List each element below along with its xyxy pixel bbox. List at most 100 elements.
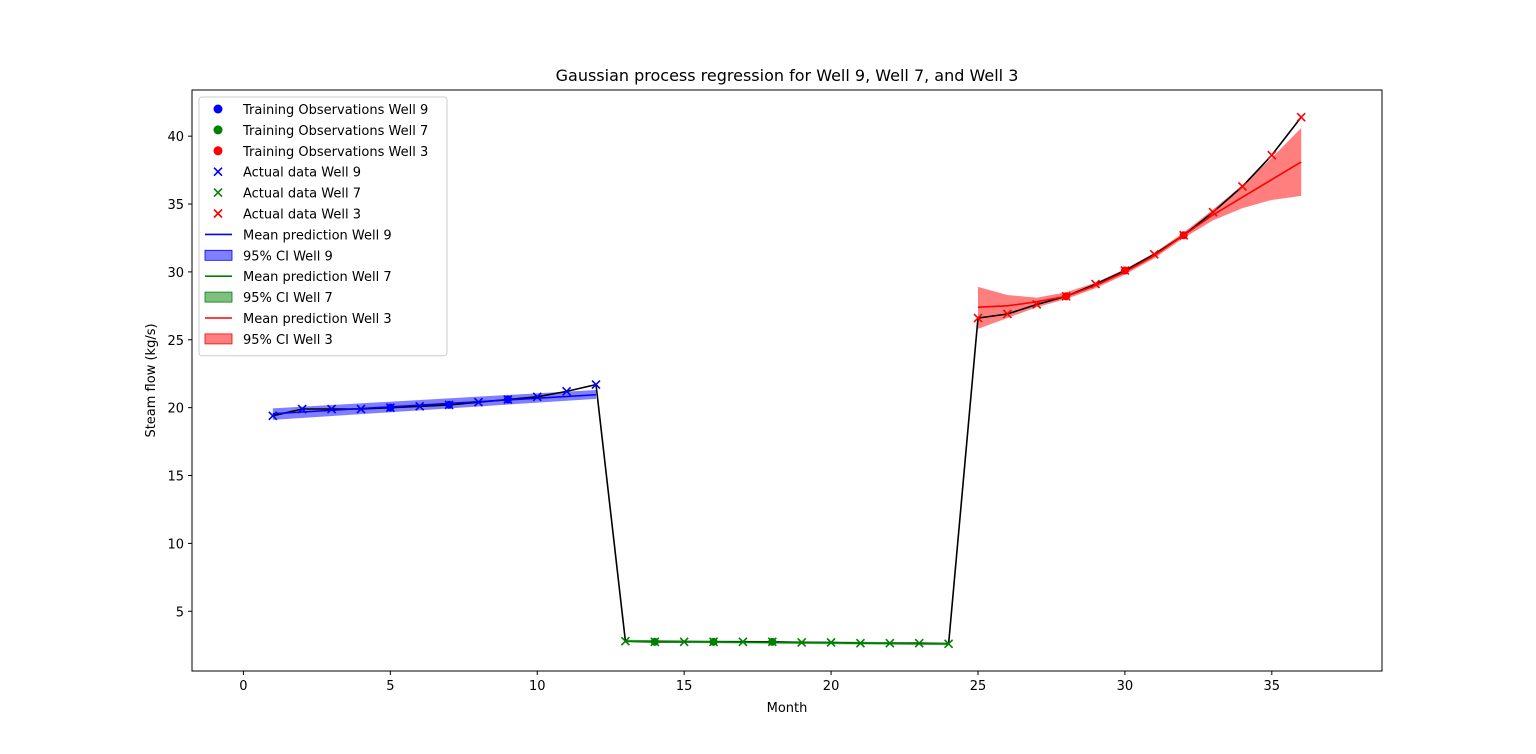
actual-point-well-3 [1179,230,1189,240]
legend-marker-patch [204,249,233,261]
actual-point-well-3 [1149,249,1159,259]
mean-line-well-7 [625,640,949,645]
legend-label: Training Observations Well 9 [242,103,428,118]
actual-point-well-7 [885,638,895,648]
x-marker-stroke [1267,150,1277,160]
x-marker-stroke [708,637,719,647]
x-marker-stroke [297,404,307,414]
x-tick-label: 35 [1264,679,1281,694]
legend-marker-x [213,208,223,219]
x-marker-stroke [1237,181,1247,191]
legend-marker-patch [204,291,233,303]
x-marker-stroke [385,403,395,413]
x-axis-label: Month [767,701,808,716]
x-marker-stroke [1061,291,1071,301]
legend: Training Observations Well 9 Training Obs… [198,96,448,357]
x-marker-stroke [1179,230,1189,240]
x-marker-stroke [213,208,223,219]
plot-frame [191,89,1383,672]
y-tick-label: 5 [176,605,184,620]
x-marker-stroke [213,167,223,177]
legend-label: Training Observations Well 3 [242,145,428,160]
actual-point-well-9 [591,380,601,390]
x-marker-stroke [767,637,777,647]
legend-label: Mean prediction Well 7 [243,270,392,285]
ci-band-well-3 [977,128,1302,329]
chart-title: Gaussian process regression for Well 9, … [556,66,1019,85]
actual-point-well-3 [1032,299,1042,310]
x-marker-stroke [826,637,836,648]
legend-marker-x [213,167,223,177]
actual-point-well-9 [415,401,425,411]
actual-point-well-7 [797,637,807,648]
x-marker-stroke [591,380,601,390]
legend-marker-dot [213,104,223,114]
actual-point-well-9 [385,403,395,413]
legend-marker-patch [204,333,233,345]
actual-point-well-3 [1090,279,1101,289]
actual-point-well-7 [914,638,924,648]
legend-label: Actual data Well 7 [243,187,361,202]
plot-area [268,112,1306,649]
x-marker-stroke [944,639,954,649]
x-marker-stroke [679,637,689,647]
x-marker-stroke [797,637,807,648]
actual-point-well-3 [1120,265,1130,276]
legend-marker-dot [213,146,223,156]
actual-point-well-7 [650,637,660,647]
x-marker-stroke [213,188,223,198]
y-tick-label: 35 [167,198,184,213]
x-marker-stroke [738,637,748,647]
actual-point-well-3 [1002,309,1012,319]
actual-point-well-3 [973,313,983,323]
x-tick-label: 30 [1117,679,1134,694]
mean-line-well-9 [272,393,597,415]
y-tick-label: 20 [167,402,184,417]
x-marker-stroke [1208,207,1218,217]
x-marker-stroke [473,397,484,407]
actual-point-well-9 [444,400,454,410]
actual-point-well-7 [708,637,719,647]
x-marker-stroke [1002,309,1012,319]
actual-point-well-9 [562,386,572,396]
actual-point-well-9 [473,397,484,407]
x-tick-label: 25 [970,679,987,694]
legend-label: Mean prediction Well 3 [243,312,392,327]
actual-point-well-7 [944,639,954,649]
actual-point-well-7 [855,638,866,648]
actual-point-well-7 [620,636,630,646]
mean-line-well-3 [977,161,1302,308]
legend-marker-x [213,188,223,198]
y-tick-label: 25 [167,334,184,349]
actual-point-well-9 [327,404,337,414]
x-marker-stroke [562,386,572,396]
x-marker-stroke [973,313,983,323]
y-tick-label: 40 [167,130,184,145]
x-marker-stroke [885,638,895,648]
x-tick-label: 20 [823,679,840,694]
actual-point-well-9 [268,411,278,421]
x-marker-stroke [444,400,454,410]
x-marker-stroke [650,637,660,647]
legend-label: 95% CI Well 7 [243,291,333,306]
x-tick-label: 0 [239,679,247,694]
actual-point-well-7 [826,637,836,648]
actual-point-well-7 [738,637,748,647]
x-marker-stroke [415,401,425,411]
legend-label: 95% CI Well 9 [243,249,333,264]
actual-point-well-3 [1296,112,1306,122]
actual-point-well-3 [1267,150,1277,160]
x-marker-stroke [1032,299,1042,310]
legend-label: Training Observations Well 7 [242,124,428,139]
x-marker-stroke [1149,249,1159,259]
legend-label: Actual data Well 3 [243,208,361,223]
x-marker-stroke [1090,279,1101,289]
actual-point-well-7 [679,637,689,647]
legend-box [198,96,448,357]
actual-point-well-3 [1061,291,1071,301]
x-marker-stroke [855,638,866,648]
axes: 0 5 10 15 20 25 30 35 5 10 15 20 25 30 35 40 [167,130,1280,694]
actual-point-well-7 [767,637,777,647]
x-tick-label: 10 [529,679,546,694]
